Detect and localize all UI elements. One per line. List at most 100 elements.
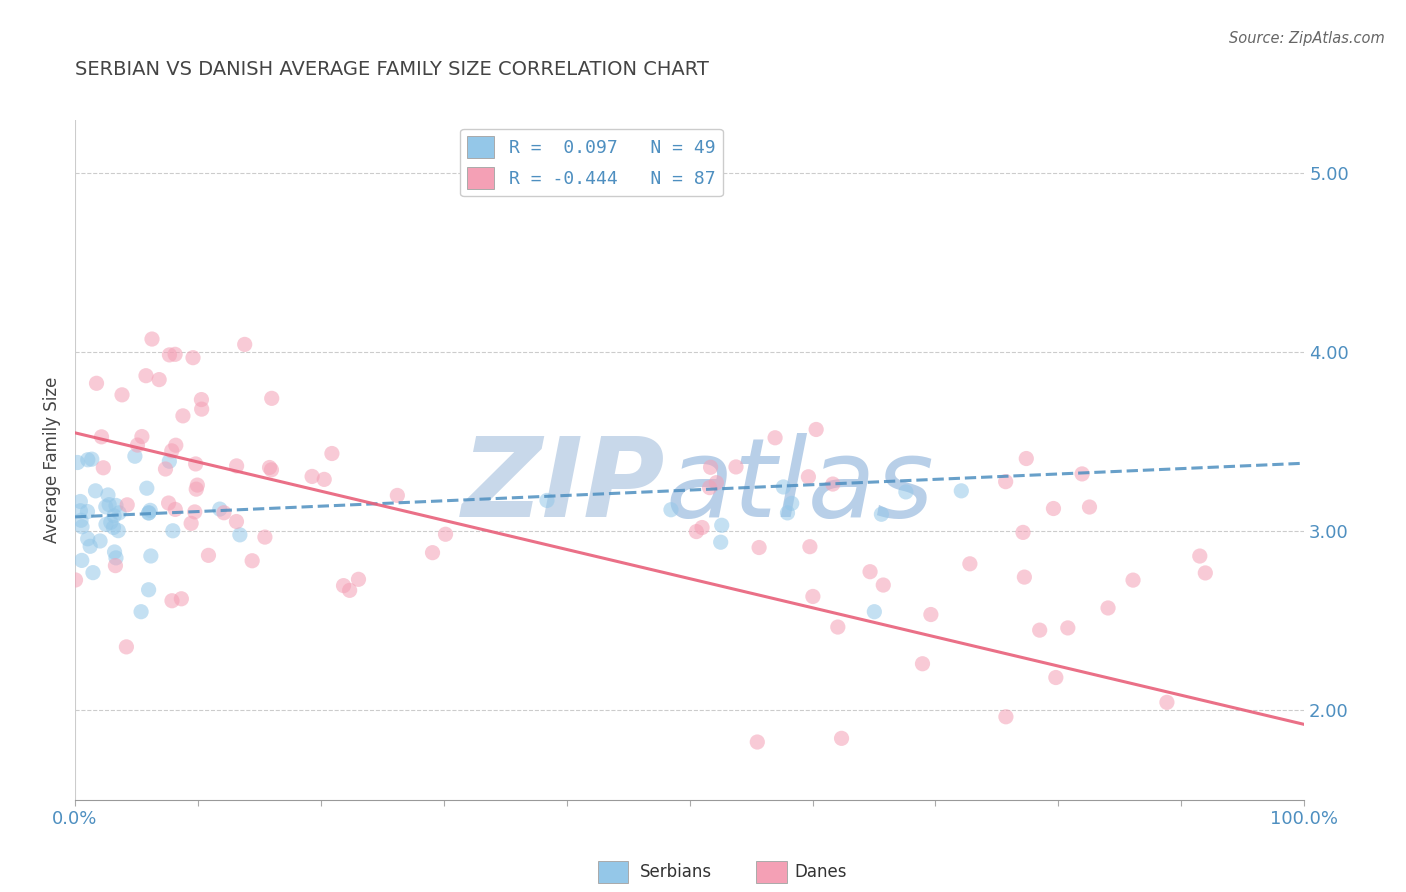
Point — [1078, 500, 1101, 514]
Point — [911, 657, 934, 671]
Text: atlas: atlas — [665, 434, 934, 541]
Point — [314, 472, 336, 486]
Point — [821, 477, 844, 491]
Point — [111, 388, 134, 402]
Point — [1028, 623, 1050, 637]
Point — [129, 605, 152, 619]
Point — [104, 550, 127, 565]
Y-axis label: Average Family Size: Average Family Size — [44, 376, 60, 543]
Point — [225, 458, 247, 473]
Point — [780, 496, 803, 510]
Point — [229, 528, 252, 542]
Point — [94, 500, 117, 514]
Point — [138, 582, 160, 597]
Point — [89, 533, 111, 548]
Point — [104, 499, 127, 513]
Point — [97, 488, 120, 502]
Point — [1071, 467, 1094, 481]
Point — [994, 475, 1017, 489]
Text: SERBIAN VS DANISH AVERAGE FAMILY SIZE CORRELATION CHART: SERBIAN VS DANISH AVERAGE FAMILY SIZE CO… — [75, 60, 709, 79]
Point — [797, 470, 820, 484]
Point — [66, 455, 89, 469]
Point — [80, 452, 103, 467]
Point — [827, 620, 849, 634]
Text: Source: ZipAtlas.com: Source: ZipAtlas.com — [1229, 31, 1385, 46]
Point — [870, 508, 893, 522]
Point — [240, 554, 263, 568]
Point — [139, 503, 162, 517]
Point — [186, 482, 208, 496]
Point — [84, 483, 107, 498]
Point — [162, 524, 184, 538]
Point — [135, 368, 157, 383]
Point — [69, 504, 91, 518]
Point — [659, 502, 682, 516]
Point — [259, 460, 281, 475]
Point — [260, 392, 283, 406]
Point — [165, 347, 187, 361]
Point — [70, 513, 93, 527]
Point — [70, 520, 93, 534]
Point — [804, 422, 827, 436]
Point — [1122, 573, 1144, 587]
Point — [184, 457, 207, 471]
Point — [706, 475, 728, 490]
Point — [115, 640, 138, 654]
Point — [301, 469, 323, 483]
Point — [69, 494, 91, 508]
Point — [91, 460, 114, 475]
Text: Serbians: Serbians — [640, 863, 711, 881]
Point — [94, 517, 117, 532]
Point — [763, 431, 786, 445]
Point — [894, 484, 917, 499]
Point — [108, 506, 131, 520]
Point — [90, 430, 112, 444]
Point — [724, 459, 747, 474]
Point — [65, 573, 87, 587]
Point — [131, 429, 153, 443]
Point — [690, 520, 713, 534]
Point — [104, 558, 127, 573]
Point — [165, 502, 187, 516]
Point — [347, 572, 370, 586]
Point — [1097, 601, 1119, 615]
Point — [115, 498, 138, 512]
Point — [422, 546, 444, 560]
Point — [138, 506, 160, 520]
Point — [1012, 525, 1035, 540]
Point — [70, 553, 93, 567]
Point — [180, 516, 202, 531]
Point — [160, 593, 183, 607]
Point — [710, 518, 733, 533]
Point — [127, 438, 149, 452]
Point — [76, 452, 98, 467]
Point — [98, 498, 121, 512]
Point — [103, 545, 125, 559]
Point — [747, 735, 769, 749]
Point — [139, 549, 162, 563]
Point — [82, 566, 104, 580]
Point — [165, 438, 187, 452]
Point — [799, 540, 821, 554]
Point — [772, 480, 794, 494]
Point — [321, 446, 343, 460]
Point — [959, 557, 981, 571]
Point — [434, 527, 457, 541]
Point — [190, 392, 212, 407]
Point — [863, 605, 886, 619]
Legend: R =  0.097   N = 49, R = -0.444   N = 87: R = 0.097 N = 49, R = -0.444 N = 87 — [460, 128, 723, 196]
Text: Danes: Danes — [794, 863, 846, 881]
Point — [157, 454, 180, 468]
Point — [536, 493, 558, 508]
Point — [801, 590, 824, 604]
Point — [950, 483, 973, 498]
Point — [170, 591, 193, 606]
Point — [76, 532, 98, 546]
Point — [1014, 570, 1036, 584]
Point — [138, 506, 160, 520]
Point — [1042, 501, 1064, 516]
Point — [155, 462, 177, 476]
Point — [748, 541, 770, 555]
Point — [710, 535, 733, 549]
Point — [1015, 451, 1038, 466]
